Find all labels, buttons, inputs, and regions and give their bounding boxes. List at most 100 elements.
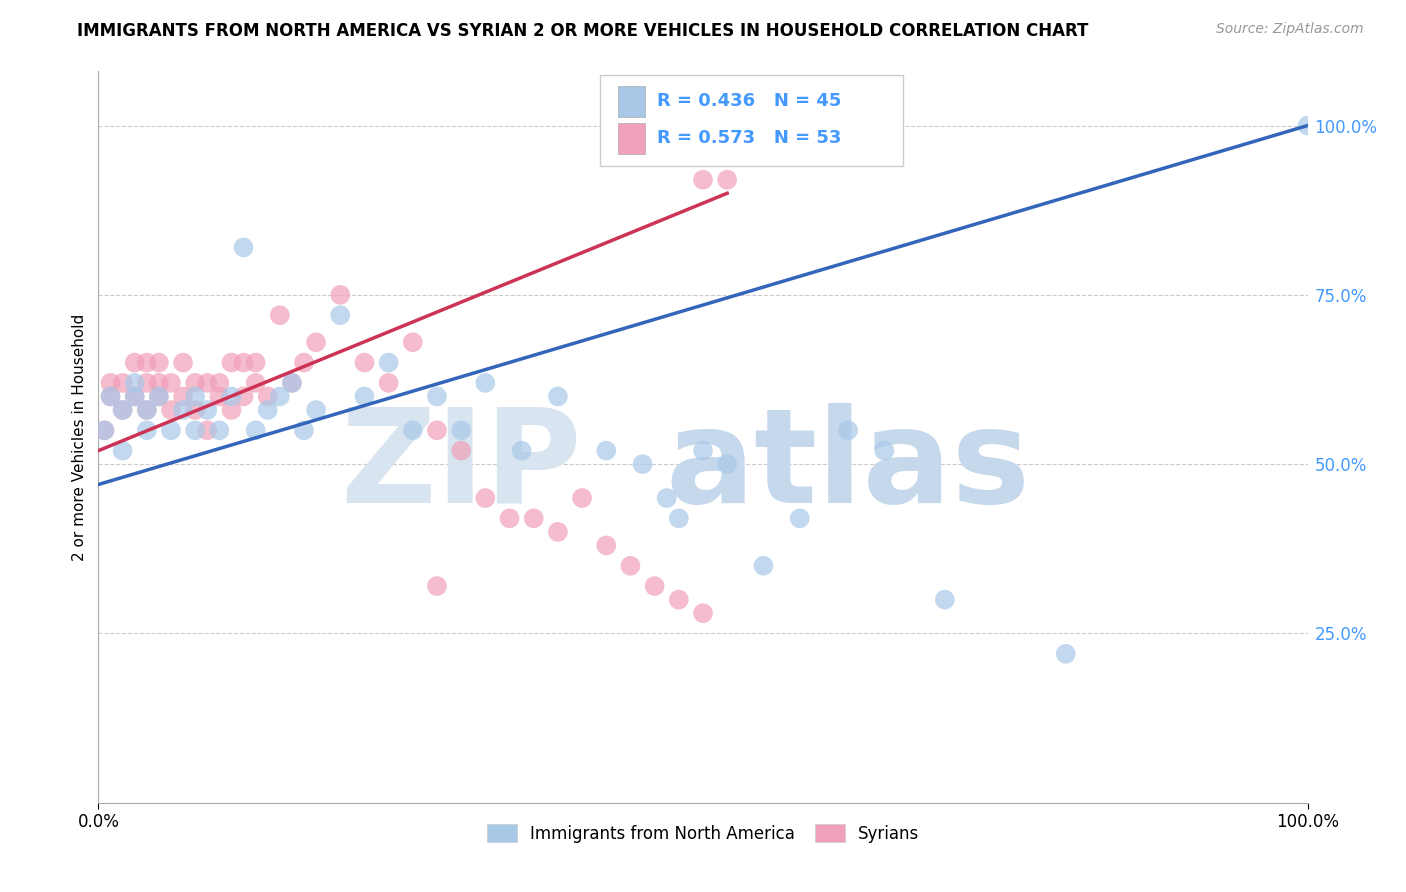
Point bbox=[655, 491, 678, 505]
Point bbox=[221, 389, 243, 403]
Point bbox=[716, 457, 738, 471]
Point bbox=[523, 511, 546, 525]
Point bbox=[245, 376, 267, 390]
Point bbox=[377, 376, 399, 390]
Point bbox=[402, 423, 425, 437]
Point bbox=[269, 308, 291, 322]
Point bbox=[292, 355, 315, 369]
Point bbox=[208, 423, 231, 437]
Point bbox=[135, 403, 157, 417]
Point bbox=[789, 511, 811, 525]
Point bbox=[547, 524, 569, 539]
Point bbox=[474, 491, 496, 505]
Point bbox=[135, 423, 157, 437]
Point bbox=[329, 308, 352, 322]
Point bbox=[124, 389, 146, 403]
Point bbox=[172, 403, 194, 417]
FancyBboxPatch shape bbox=[619, 123, 645, 154]
Point bbox=[93, 423, 115, 437]
Point bbox=[100, 376, 122, 390]
Point bbox=[571, 491, 593, 505]
Point bbox=[135, 403, 157, 417]
Point bbox=[160, 423, 183, 437]
Point bbox=[172, 355, 194, 369]
Point bbox=[184, 376, 207, 390]
Point bbox=[402, 335, 425, 350]
Point bbox=[184, 389, 207, 403]
Point bbox=[160, 403, 183, 417]
Point bbox=[232, 240, 254, 254]
Point bbox=[269, 389, 291, 403]
Point bbox=[135, 355, 157, 369]
Point bbox=[111, 443, 134, 458]
Point bbox=[837, 423, 859, 437]
Point bbox=[256, 403, 278, 417]
Y-axis label: 2 or more Vehicles in Household: 2 or more Vehicles in Household bbox=[72, 313, 87, 561]
Text: atlas: atlas bbox=[665, 403, 1031, 530]
Point bbox=[631, 457, 654, 471]
Point bbox=[595, 443, 617, 458]
Point bbox=[208, 376, 231, 390]
Point bbox=[510, 443, 533, 458]
Point bbox=[426, 579, 449, 593]
Point bbox=[184, 403, 207, 417]
Point bbox=[692, 172, 714, 186]
Point bbox=[692, 443, 714, 458]
Point bbox=[160, 376, 183, 390]
Point bbox=[195, 423, 218, 437]
Point bbox=[426, 389, 449, 403]
Text: IMMIGRANTS FROM NORTH AMERICA VS SYRIAN 2 OR MORE VEHICLES IN HOUSEHOLD CORRELAT: IMMIGRANTS FROM NORTH AMERICA VS SYRIAN … bbox=[77, 22, 1088, 40]
Point bbox=[281, 376, 304, 390]
Text: R = 0.436   N = 45: R = 0.436 N = 45 bbox=[657, 92, 841, 110]
Point bbox=[450, 443, 472, 458]
Point bbox=[124, 389, 146, 403]
Point bbox=[124, 355, 146, 369]
Point bbox=[305, 403, 328, 417]
Point bbox=[232, 389, 254, 403]
Point bbox=[245, 355, 267, 369]
Point bbox=[184, 423, 207, 437]
Point bbox=[195, 376, 218, 390]
Text: Source: ZipAtlas.com: Source: ZipAtlas.com bbox=[1216, 22, 1364, 37]
Text: ZIP: ZIP bbox=[340, 403, 582, 530]
Point bbox=[208, 389, 231, 403]
Point bbox=[1296, 119, 1319, 133]
Point bbox=[668, 592, 690, 607]
Point bbox=[221, 355, 243, 369]
Point bbox=[668, 511, 690, 525]
Point bbox=[100, 389, 122, 403]
Point bbox=[873, 443, 896, 458]
Point bbox=[148, 355, 170, 369]
Point bbox=[305, 335, 328, 350]
Point bbox=[221, 403, 243, 417]
Point bbox=[595, 538, 617, 552]
Point bbox=[644, 579, 666, 593]
Point bbox=[353, 389, 375, 403]
Point bbox=[195, 403, 218, 417]
Point bbox=[752, 558, 775, 573]
Point bbox=[281, 376, 304, 390]
Point bbox=[619, 558, 641, 573]
Point bbox=[148, 376, 170, 390]
FancyBboxPatch shape bbox=[619, 86, 645, 117]
FancyBboxPatch shape bbox=[600, 75, 903, 167]
Point bbox=[111, 376, 134, 390]
Legend: Immigrants from North America, Syrians: Immigrants from North America, Syrians bbox=[479, 818, 927, 849]
Point bbox=[111, 403, 134, 417]
Point bbox=[256, 389, 278, 403]
Point bbox=[474, 376, 496, 390]
Point bbox=[100, 389, 122, 403]
Point bbox=[93, 423, 115, 437]
Point bbox=[934, 592, 956, 607]
Point bbox=[450, 423, 472, 437]
Point bbox=[498, 511, 520, 525]
Point bbox=[135, 376, 157, 390]
Point bbox=[124, 376, 146, 390]
Point bbox=[377, 355, 399, 369]
Point bbox=[172, 389, 194, 403]
Point bbox=[148, 389, 170, 403]
Text: R = 0.573   N = 53: R = 0.573 N = 53 bbox=[657, 129, 841, 147]
Point bbox=[426, 423, 449, 437]
Point bbox=[245, 423, 267, 437]
Point bbox=[692, 606, 714, 620]
